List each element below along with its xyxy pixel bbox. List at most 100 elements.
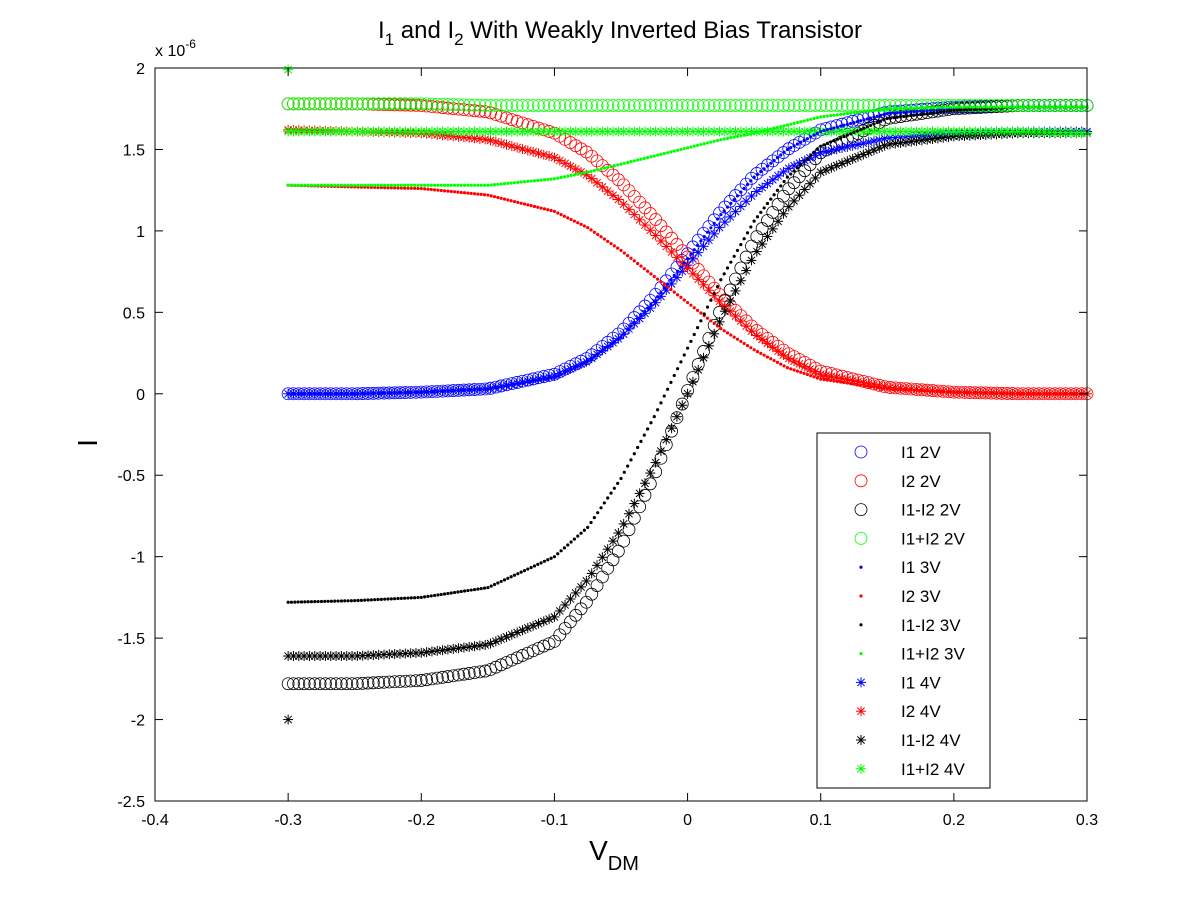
data-point <box>546 177 550 182</box>
data-point <box>566 216 570 220</box>
data-point <box>1032 105 1036 109</box>
data-point <box>457 103 471 117</box>
legend-item: I1 2V <box>854 443 941 462</box>
data-point <box>586 170 590 174</box>
data-point <box>559 175 563 180</box>
data-point <box>289 392 294 396</box>
data-point <box>466 191 470 195</box>
data-point <box>562 371 567 375</box>
data-point <box>349 599 353 603</box>
data-point <box>1065 392 1069 396</box>
data-point <box>1018 392 1023 396</box>
data-point <box>576 364 580 368</box>
data-point <box>830 99 844 112</box>
data-point <box>785 147 790 152</box>
data-point <box>329 677 343 691</box>
x-tick-label: 0.1 <box>810 812 832 829</box>
data-point <box>885 112 889 116</box>
data-point <box>632 159 636 163</box>
data-point <box>666 246 677 257</box>
data-point <box>709 298 713 302</box>
data-point <box>489 584 493 588</box>
data-point <box>449 189 453 194</box>
data-point <box>775 360 780 364</box>
data-point <box>379 391 383 395</box>
data-point <box>622 251 626 255</box>
data-point <box>988 391 993 395</box>
data-point <box>429 390 433 394</box>
data-point <box>932 389 936 393</box>
data-point <box>789 356 800 367</box>
data-point <box>466 183 470 187</box>
legend-item: I1-I2 4V <box>856 731 961 750</box>
data-point <box>675 367 680 371</box>
data-point <box>849 111 853 115</box>
data-point <box>619 248 623 253</box>
data-point <box>958 108 963 112</box>
data-point <box>789 195 800 206</box>
data-point <box>778 350 789 361</box>
data-point <box>602 166 606 170</box>
data-point <box>473 98 487 112</box>
data-point <box>313 183 317 187</box>
data-point <box>832 113 836 117</box>
data-point <box>345 677 359 691</box>
data-point <box>855 110 859 114</box>
data-point <box>739 339 743 343</box>
data-point <box>585 99 599 112</box>
data-point <box>636 445 640 450</box>
data-point <box>855 120 859 124</box>
data-point <box>912 388 916 392</box>
data-point <box>656 153 660 157</box>
data-point <box>462 388 467 392</box>
data-point <box>329 183 334 187</box>
data-point <box>462 183 467 187</box>
legend-marker <box>854 503 868 517</box>
data-point <box>476 183 480 187</box>
data-point <box>839 124 843 128</box>
data-point <box>363 391 367 396</box>
data-point <box>922 109 926 113</box>
data-point <box>749 225 753 229</box>
data-point <box>862 383 866 388</box>
data-point <box>562 546 567 550</box>
data-point <box>798 99 812 112</box>
data-point <box>685 346 690 350</box>
data-point <box>932 105 936 110</box>
data-point <box>595 99 609 112</box>
data-point <box>363 183 367 187</box>
data-point <box>892 111 896 115</box>
data-point <box>303 600 307 604</box>
data-point <box>769 357 773 361</box>
y-tick-label: 0.5 <box>123 305 145 322</box>
data-point <box>473 665 487 679</box>
data-point <box>432 645 443 656</box>
data-point <box>609 164 613 169</box>
data-point <box>512 181 517 185</box>
data-point <box>393 186 397 190</box>
data-point <box>849 121 853 126</box>
data-point <box>546 377 550 381</box>
data-point <box>769 197 773 201</box>
data-point <box>633 500 647 514</box>
data-point <box>672 273 676 278</box>
data-point <box>771 99 785 112</box>
data-point <box>356 676 370 690</box>
data-point <box>512 573 517 577</box>
data-point <box>822 114 826 119</box>
data-point <box>752 348 756 352</box>
data-point <box>1011 99 1025 112</box>
data-point <box>1048 99 1062 112</box>
legend-label: I1+I2 2V <box>901 529 965 548</box>
data-point <box>707 213 721 227</box>
data-point <box>819 99 833 112</box>
data-point <box>569 217 573 222</box>
data-point <box>955 105 959 109</box>
data-point <box>1038 392 1042 396</box>
data-point <box>772 193 776 197</box>
data-point <box>316 183 320 187</box>
data-point <box>712 221 716 225</box>
data-point <box>689 252 693 256</box>
data-point <box>376 183 380 187</box>
data-point <box>822 129 826 133</box>
